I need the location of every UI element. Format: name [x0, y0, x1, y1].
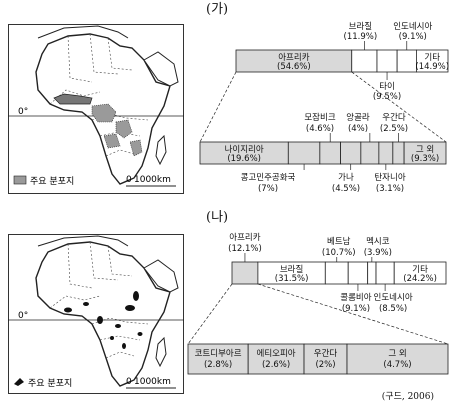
main-bar-segment-3 [347, 261, 369, 285]
main-segment-value-1: (31.5%) [275, 274, 309, 284]
detail-bar-segment-3 [340, 141, 362, 165]
main-segment-value-4: (14.9%) [415, 62, 449, 72]
main-segment-value-1: (11.9%) [344, 32, 378, 42]
equator-label: 0° [18, 311, 28, 321]
expand-line-left [199, 71, 237, 143]
main-segment-value-0: (12.1%) [228, 244, 262, 254]
main-segment-label-4: 멕시코 [366, 236, 390, 247]
detail-bar-segment-4 [360, 141, 380, 165]
production-chart-ga: 아프리카(54.6%) 기타(14.9%) 브라질(11.9%) 인도네시아(9.1%… [199, 21, 449, 194]
main-segment-value-3: (9.1%) [342, 304, 370, 314]
madagascar [155, 134, 167, 166]
legend-label: 주요 분포지 [30, 176, 74, 187]
detail-segment-label-7: 그 외 [416, 144, 434, 155]
detail-segment-value-1: (7%) [258, 184, 278, 194]
main-segment-label-3: 인도네시아 [393, 21, 432, 32]
detail-segment-value-7: (9.3%) [411, 154, 439, 164]
distribution-area [64, 291, 143, 349]
detail-bar-segment-1 [247, 343, 305, 375]
detail-segment-label-3: 그 외 [388, 348, 406, 359]
main-bar-segment-4 [367, 261, 377, 285]
detail-segment-label-0: 코트디부아르 [195, 348, 242, 359]
main-bar-segment-3 [396, 49, 417, 73]
detail-segment-value-6: (2.5%) [380, 124, 408, 134]
detail-bar-segment-0 [187, 343, 249, 375]
main-bar-segment-2 [376, 49, 398, 73]
detail-bar-segment-1 [287, 141, 321, 165]
expand-line-right [257, 283, 449, 345]
scale-zero: 0 [126, 175, 132, 185]
legend-label: 주요 분포지 [28, 378, 72, 389]
detail-bar-segment-5 [378, 141, 394, 165]
detail-segment-label-1: 콩고민주공화국 [241, 172, 296, 183]
main-bar-segment-4 [416, 49, 449, 73]
detail-segment-value-4: (4%) [348, 124, 368, 134]
detail-segment-value-2: (2%) [315, 360, 335, 370]
source-citation: (구드, 2006) [381, 392, 434, 402]
expand-line-right [351, 71, 447, 143]
detail-segment-label-3: 가나 [338, 173, 354, 183]
africa-outline [35, 241, 171, 387]
scale-label: 1000km [134, 175, 171, 185]
scale-zero: 0 [126, 377, 132, 387]
europe-coast [37, 25, 129, 39]
legend-swatch [13, 175, 27, 185]
europe-coast [37, 235, 129, 247]
detail-segment-label-2: 모잠비크 [304, 112, 335, 123]
detail-segment-value-5: (3.1%) [376, 184, 404, 194]
main-segment-label-3: 콜롬비아 [340, 292, 371, 303]
africa-map-na: 0° 주요 분포지 0 1000km [8, 234, 184, 394]
detail-bar-segment-3 [346, 343, 449, 375]
main-segment-label-5: 인도네시아 [374, 292, 413, 303]
production-chart-na: 아프리카(12.1%) 브라질(31.5%) 기타(24.2%) 베트남(10.7%)… [187, 232, 449, 375]
main-segment-label-6: 기타 [412, 265, 428, 275]
main-bar-segment-2 [324, 261, 349, 285]
main-segment-value-3: (9.1%) [399, 32, 427, 42]
main-segment-label-4: 기타 [424, 53, 440, 63]
main-segment-value-2: (10.7%) [322, 248, 356, 258]
detail-bar-segment-6 [392, 141, 405, 165]
detail-segment-value-3: (4.7%) [383, 360, 411, 370]
main-segment-value-5: (8.5%) [379, 304, 407, 314]
detail-segment-value-3: (4.5%) [332, 184, 360, 194]
main-bar-segment-5 [375, 261, 395, 285]
main-segment-label-2: 타이 [379, 81, 395, 92]
main-segment-value-4: (3.9%) [364, 248, 392, 258]
panel-label-ga: (가) [206, 2, 229, 17]
main-bar-segment-0 [231, 261, 259, 285]
detail-bar-segment-7 [403, 141, 447, 165]
detail-bar-segment-2 [319, 141, 341, 165]
detail-segment-value-0: (2.8%) [204, 360, 232, 370]
detail-segment-value-0: (19.6%) [227, 154, 261, 164]
main-segment-label-1: 브라질 [349, 21, 372, 32]
equator-label: 0° [18, 107, 28, 117]
main-bar-segment-6 [393, 261, 447, 285]
detail-segment-label-6: 우간다 [382, 112, 406, 123]
detail-segment-label-1: 에티오피아 [257, 348, 296, 359]
arabian-peninsula [143, 259, 179, 293]
detail-segment-label-4: 앙골라 [346, 112, 370, 123]
detail-segment-value-2: (4.6%) [306, 124, 334, 134]
main-segment-label-0: 아프리카 [229, 232, 260, 243]
madagascar [155, 336, 167, 368]
main-segment-label-2: 베트남 [327, 237, 351, 247]
legend-swatch [14, 378, 24, 386]
distribution-area [53, 93, 143, 157]
africa-map-ga: 0° 주요 분포지 0 1000km [8, 24, 184, 194]
detail-segment-label-2: 우간다 [314, 348, 338, 359]
detail-segment-label-5: 탄자니아 [374, 172, 405, 183]
main-segment-value-6: (24.2%) [403, 274, 437, 284]
arabian-peninsula [143, 51, 179, 87]
main-segment-value-0: (54.6%) [277, 62, 311, 72]
expand-line-left [187, 283, 233, 345]
detail-bar-segment-2 [303, 343, 348, 375]
main-segment-label-1: 브라질 [280, 264, 303, 275]
main-segment-value-2: (9.5%) [373, 92, 401, 102]
main-bar-segment-1 [351, 49, 378, 73]
main-segment-label-0: 아프리카 [278, 52, 309, 63]
scale-label: 1000km [134, 377, 171, 387]
panel-label-na: (나) [206, 210, 229, 225]
detail-segment-label-0: 나이지리아 [225, 144, 264, 155]
detail-segment-value-1: (2.6%) [262, 360, 290, 370]
